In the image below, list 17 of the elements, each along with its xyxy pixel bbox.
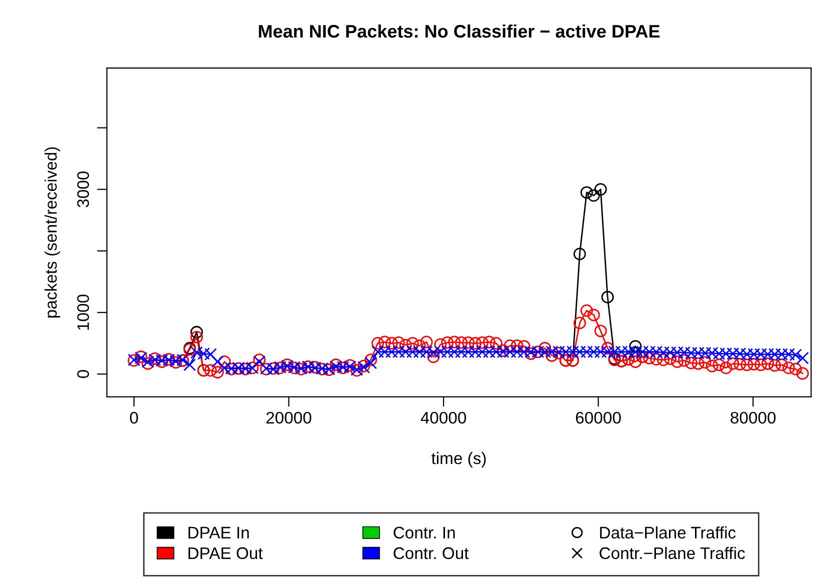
y-tick-label: 0 (77, 370, 90, 378)
x-tick-label: 20000 (266, 412, 312, 424)
y-tick-label: 1000 (77, 294, 90, 330)
text: Contr.−Plane Traffic (600, 546, 745, 560)
legend-label: DPAE In (188, 526, 249, 538)
x-tick-label: 40000 (420, 412, 466, 424)
x-tick-label: 60000 (576, 412, 621, 424)
chart-title: Mean NIC Packets: No Classifier − active DPAE (258, 24, 660, 38)
y-axis-title: packets (sent/received) (44, 147, 60, 318)
legend-label: DPAE Out (188, 547, 263, 560)
x-axis-title: time (s) (431, 452, 486, 468)
x-tick-label: 80000 (730, 412, 776, 424)
y-tick-label: 3000 (77, 171, 90, 208)
legend-label: Contr. Out (394, 547, 469, 560)
legend-label: Contr. In (394, 526, 455, 539)
x-tick-label: 0 (130, 412, 138, 424)
text: Data−Plane Traffic (600, 526, 736, 539)
